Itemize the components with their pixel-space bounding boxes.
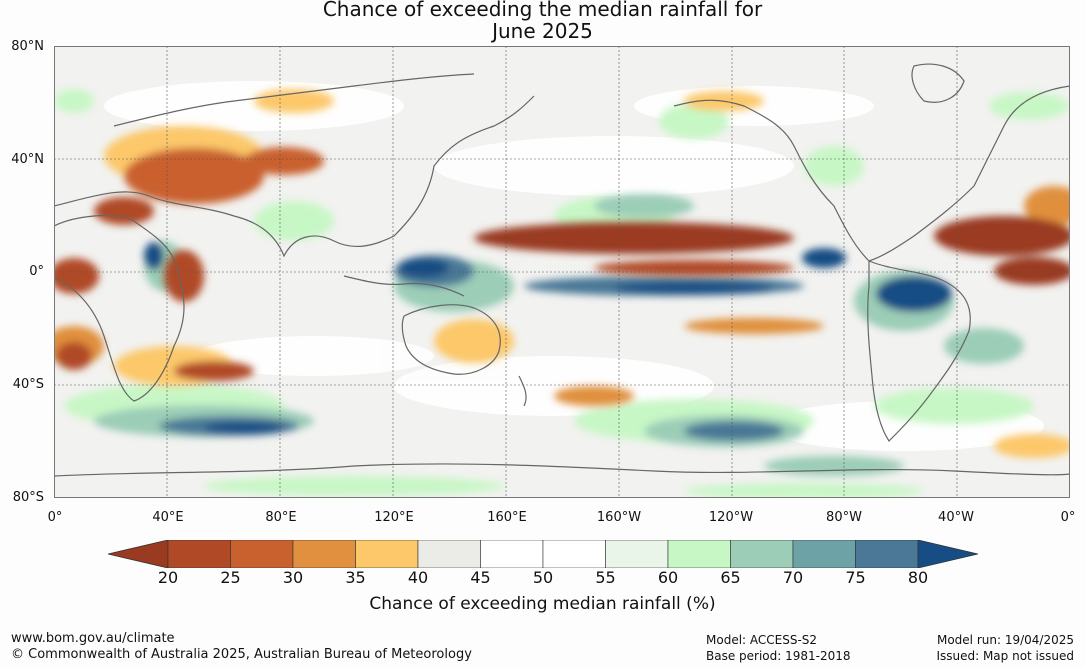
footer-copyright: © Commonwealth of Australia 2025, Austra…: [11, 647, 472, 662]
colorbar-label: Chance of exceeding median rainfall (%): [369, 594, 716, 614]
lat-label-0: 0°: [29, 264, 44, 279]
lat-label-40s: 40°S: [12, 377, 44, 392]
footer-issued: Issued: Map not issued: [936, 649, 1074, 663]
map-title-line2: June 2025: [492, 19, 593, 43]
colorbar-cell: [792, 540, 856, 568]
lon-label-0-west: 0°: [47, 510, 63, 525]
lat-label-80s: 80°S: [12, 490, 44, 505]
lat-label-40n: 40°N: [11, 152, 44, 167]
footer-model-run: Model run: 19/04/2025: [936, 633, 1074, 647]
colorbar-tick-label: 55: [595, 568, 616, 587]
colorbar-tick-label: 25: [220, 568, 241, 587]
colorbar-cell: [230, 540, 294, 568]
colorbar-cell: [605, 540, 669, 568]
colorbar-tick-label: 50: [532, 568, 554, 587]
colorbar-cell: [167, 540, 231, 568]
colorbar-tick-label: 40: [407, 568, 429, 587]
map-title-line1: Chance of exceeding the median rainfall …: [322, 0, 763, 21]
colorbar-tick-label: 80: [907, 568, 929, 587]
lon-label-40e: 40°E: [152, 510, 184, 525]
lon-label-120w: 120°W: [708, 510, 754, 525]
lon-label-120e: 120°E: [374, 510, 414, 525]
colorbar-tick-label: 20: [157, 568, 179, 587]
footer-url: www.bom.gov.au/climate: [11, 631, 175, 646]
lon-label-160w: 160°W: [596, 510, 642, 525]
lon-label-80e: 80°E: [265, 510, 297, 525]
footer-model: Model: ACCESS-S2: [706, 633, 818, 647]
colorbar-cell: [355, 540, 419, 568]
rainfall-probability-map: [54, 46, 1070, 498]
colorbar-cell: [542, 540, 606, 568]
colorbar-tick-label: 45: [470, 568, 491, 587]
colorbar-cell: [480, 540, 544, 568]
coastlines: [54, 63, 1070, 477]
colorbar-cell: [855, 540, 919, 568]
lon-label-0-east: 0°: [1060, 510, 1076, 525]
colorbar-tick-label: 30: [282, 568, 304, 587]
colorbar-cell: [667, 540, 731, 568]
colorbar: [108, 540, 978, 568]
colorbar-tick-label: 60: [657, 568, 679, 587]
colorbar-tick-label: 35: [345, 568, 366, 587]
dry-anomaly-layer: [54, 89, 1070, 458]
lon-label-40w: 40°W: [938, 510, 974, 525]
colorbar-cell: [417, 540, 481, 568]
graticule: [54, 46, 1070, 498]
colorbar-extend-low: [108, 540, 169, 568]
lat-label-80n: 80°N: [11, 39, 44, 54]
lon-label-80w: 80°W: [826, 510, 862, 525]
colorbar-cell: [730, 540, 794, 568]
colorbar-tick-label: 65: [720, 568, 741, 587]
colorbar-extend-high: [917, 540, 978, 568]
footer-base-period: Base period: 1981-2018: [706, 649, 851, 663]
colorbar-cell: [292, 540, 356, 568]
map-frame: [54, 46, 1070, 498]
lon-label-160e: 160°E: [487, 510, 527, 525]
wet-anomaly-layer: [54, 89, 1069, 498]
colorbar-tick-label: 70: [782, 568, 804, 587]
colorbar-tick-label: 75: [845, 568, 866, 587]
